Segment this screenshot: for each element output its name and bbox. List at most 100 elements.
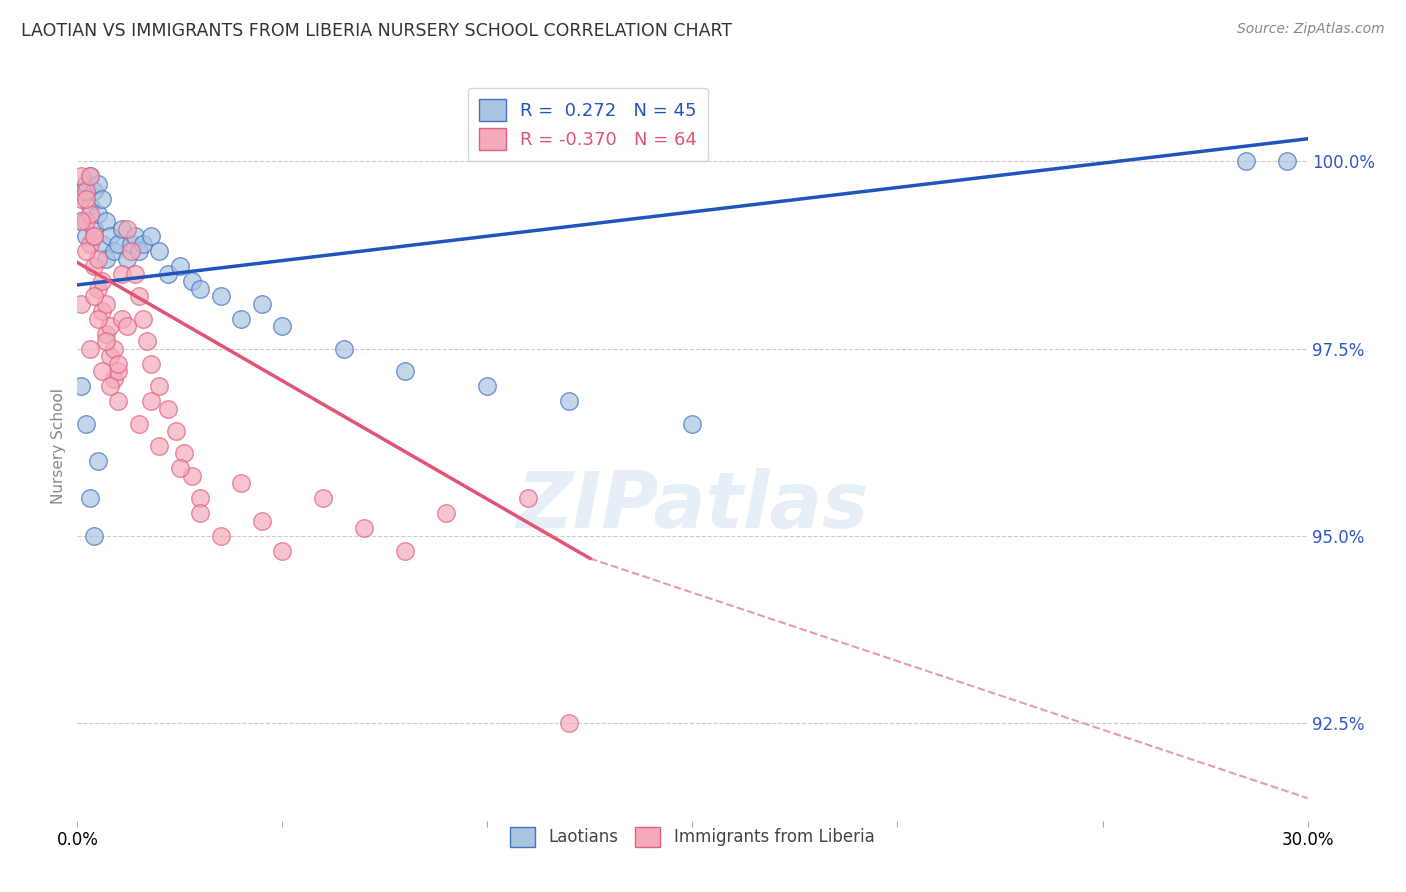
Text: LAOTIAN VS IMMIGRANTS FROM LIBERIA NURSERY SCHOOL CORRELATION CHART: LAOTIAN VS IMMIGRANTS FROM LIBERIA NURSE… [21,22,733,40]
Point [83,229,105,244]
Point [136,334,159,348]
Point [517,491,540,506]
Point [394,544,416,558]
Point [209,529,232,543]
Point [111,221,134,235]
Point [75,417,97,431]
Point [98,229,121,244]
Point [87,282,110,296]
Point [353,521,375,535]
Point [115,319,138,334]
Point [70,184,93,198]
Point [90,304,114,318]
Point [141,394,163,409]
Text: ZIPatlas: ZIPatlas [516,468,869,544]
Point [156,401,179,416]
Point [103,371,125,385]
Point [477,379,499,393]
Point [209,289,232,303]
Point [128,417,150,431]
Point [79,342,101,356]
Point [165,424,187,438]
Point [70,192,93,206]
Point [271,544,294,558]
Point [107,364,129,378]
Point [312,491,335,506]
Point [173,446,195,460]
Point [103,244,125,259]
Point [333,342,356,356]
Point [188,507,212,521]
Point [79,199,101,213]
Point [169,461,191,475]
Point [87,177,110,191]
Point [188,491,212,506]
Point [115,252,138,266]
Point [115,221,138,235]
Point [83,221,105,235]
Point [394,364,416,378]
Point [250,514,273,528]
Point [107,357,129,371]
Point [124,229,146,244]
Point [83,289,105,303]
Point [188,282,212,296]
Point [682,417,704,431]
Point [132,236,155,251]
Point [75,229,97,244]
Point [70,214,93,228]
Point [94,326,117,341]
Point [79,207,101,221]
Point [141,357,163,371]
Y-axis label: Nursery School: Nursery School [51,388,66,504]
Point [94,296,117,310]
Point [181,469,204,483]
Point [169,259,191,273]
Point [94,214,117,228]
Point [148,439,170,453]
Point [107,236,129,251]
Point [87,252,110,266]
Point [75,214,97,228]
Point [558,394,581,409]
Point [90,274,114,288]
Point [132,311,155,326]
Point [90,236,114,251]
Point [156,267,179,281]
Point [107,394,129,409]
Point [124,267,146,281]
Point [141,229,163,244]
Point [87,454,110,468]
Point [83,229,105,244]
Point [75,177,97,191]
Point [1234,154,1257,169]
Point [111,311,134,326]
Point [83,529,105,543]
Point [90,364,114,378]
Point [75,244,97,259]
Point [98,379,121,393]
Point [103,342,125,356]
Text: Source: ZipAtlas.com: Source: ZipAtlas.com [1237,22,1385,37]
Point [271,319,294,334]
Point [1275,154,1298,169]
Legend: Laotians, Immigrants from Liberia: Laotians, Immigrants from Liberia [503,820,882,854]
Point [83,259,105,273]
Point [87,207,110,221]
Point [79,491,101,506]
Point [90,192,114,206]
Point [75,192,97,206]
Point [558,716,581,731]
Point [83,184,105,198]
Point [70,169,93,184]
Point [111,267,134,281]
Point [75,184,97,198]
Point [70,296,93,310]
Point [120,244,142,259]
Point [70,379,93,393]
Point [181,274,204,288]
Point [231,476,253,491]
Point [128,244,150,259]
Point [79,236,101,251]
Point [87,311,110,326]
